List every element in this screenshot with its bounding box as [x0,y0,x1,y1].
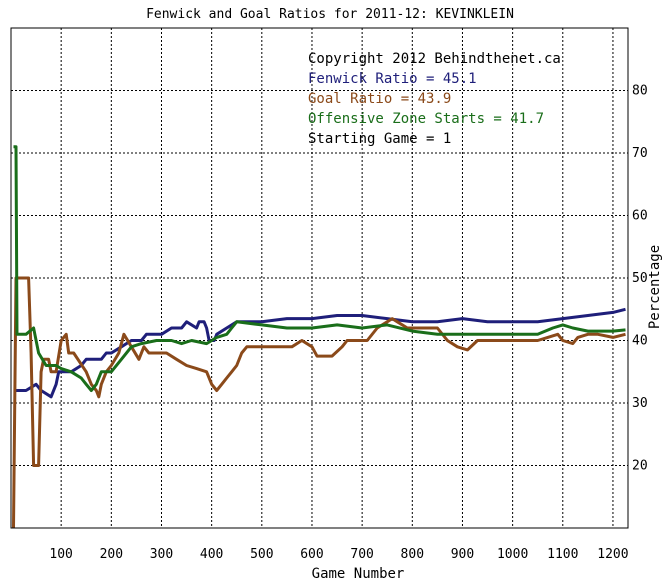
y-tick-label: 30 [632,396,648,411]
grid [11,28,628,528]
x-tick-label: 800 [401,547,424,562]
y-tick-label: 70 [632,146,648,161]
x-tick-label: 600 [300,547,323,562]
x-tick-label: 400 [200,547,223,562]
y-tick-label: 40 [632,334,648,349]
starting-game-text: Starting Game = 1 [308,131,451,147]
x-tick-label: 700 [350,547,373,562]
x-tick-label: 1200 [597,547,628,562]
y-tick-label: 20 [632,459,648,474]
x-tick-label: 500 [250,547,273,562]
legend: Copyright 2012 Behindthenet.ca Fenwick R… [308,51,561,147]
x-tick-label: 200 [100,547,123,562]
y-axis-label: Percentage [647,245,663,329]
chart-title: Fenwick and Goal Ratios for 2011-12: KEV… [146,7,514,22]
series-line-goal-ratio [12,276,626,529]
legend-ozs: Offensive Zone Starts = 41.7 [308,111,544,127]
series-line-offensive-zone-starts [13,145,626,392]
x-tick-labels: 100 200 300 400 500 600 700 800 900 1000 1100 1200 [49,547,628,562]
series-line-fenwick-ratio [16,307,626,399]
copyright-text: Copyright 2012 Behindthenet.ca [308,51,561,67]
y-tick-label: 80 [632,84,648,99]
x-tick-label: 1000 [497,547,528,562]
y-tick-label: 60 [632,209,648,224]
legend-goal: Goal Ratio = 43.9 [308,91,451,107]
x-tick-label: 100 [49,547,72,562]
plot-frame [10,27,629,529]
y-tick-labels: 20 30 40 50 60 70 80 [632,84,648,474]
x-tick-label: 900 [451,547,474,562]
series-layer [12,145,626,529]
x-tick-label: 1100 [547,547,578,562]
x-axis-label: Game Number [312,566,405,580]
x-tick-label: 300 [150,547,173,562]
y-tick-label: 50 [632,271,648,286]
legend-fenwick: Fenwick Ratio = 45.1 [308,71,477,87]
